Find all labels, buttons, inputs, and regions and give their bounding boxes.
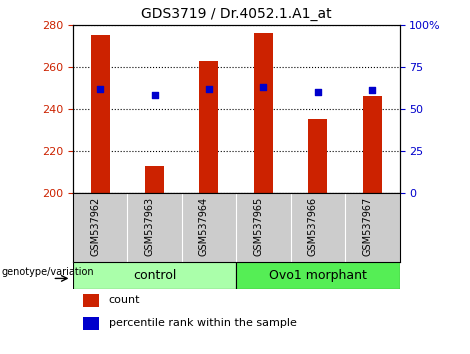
Text: count: count	[109, 296, 140, 306]
Text: GSM537963: GSM537963	[144, 196, 155, 256]
Text: GSM537965: GSM537965	[253, 196, 263, 256]
Point	[259, 84, 267, 90]
Text: GSM537966: GSM537966	[308, 196, 318, 256]
Text: percentile rank within the sample: percentile rank within the sample	[109, 319, 297, 329]
Point	[368, 87, 376, 93]
Bar	[199, 61, 219, 193]
Bar	[145, 166, 164, 193]
Point	[205, 86, 213, 92]
Bar	[73, 262, 236, 289]
Text: GSM537962: GSM537962	[90, 196, 100, 256]
Bar	[254, 33, 273, 193]
Text: genotype/variation: genotype/variation	[1, 267, 94, 277]
Bar	[363, 96, 382, 193]
Text: GSM537964: GSM537964	[199, 196, 209, 256]
Bar	[83, 294, 99, 307]
Bar	[91, 35, 110, 193]
Text: GSM537967: GSM537967	[362, 196, 372, 256]
Point	[314, 89, 321, 95]
Bar	[236, 262, 400, 289]
Text: control: control	[133, 269, 176, 282]
Bar	[308, 119, 328, 193]
Title: GDS3719 / Dr.4052.1.A1_at: GDS3719 / Dr.4052.1.A1_at	[141, 7, 331, 21]
Point	[96, 86, 104, 92]
Point	[151, 93, 158, 98]
Bar	[83, 317, 99, 330]
Text: Ovo1 morphant: Ovo1 morphant	[269, 269, 367, 282]
